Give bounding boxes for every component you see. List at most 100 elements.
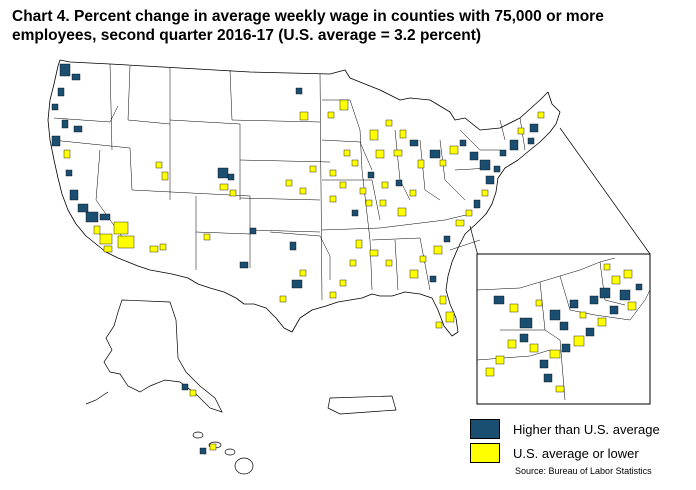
county-above-average	[51, 103, 59, 111]
county-above-average	[529, 123, 539, 133]
county-at-or-below-average	[161, 171, 169, 181]
county-above-average	[459, 139, 467, 147]
county-at-or-below-average	[409, 269, 419, 279]
county-at-or-below-average	[439, 159, 447, 167]
county-at-or-below-average	[339, 99, 349, 111]
county-at-or-below-average	[397, 207, 407, 217]
county-above-average	[589, 295, 599, 305]
county-at-or-below-average	[299, 111, 309, 121]
contiguous-us	[47, 59, 561, 337]
county-above-average	[499, 149, 507, 157]
county-at-or-below-average	[385, 259, 393, 267]
county-at-or-below-average	[149, 245, 159, 253]
source-note: Source: Bureau of Labor Statistics	[515, 466, 652, 476]
legend-swatch-below	[470, 443, 500, 463]
county-at-or-below-average	[339, 279, 347, 287]
county-at-or-below-average	[611, 275, 621, 285]
county-above-average	[509, 139, 519, 151]
county-at-or-below-average	[299, 269, 307, 277]
county-at-or-below-average	[343, 149, 351, 157]
county-at-or-below-average	[63, 149, 71, 159]
county-at-or-below-average	[159, 243, 167, 251]
county-at-or-below-average	[481, 189, 489, 197]
legend-item-above: Higher than U.S. average	[470, 419, 660, 439]
county-above-average	[395, 179, 403, 187]
county-at-or-below-average	[329, 195, 337, 203]
county-above-average	[85, 211, 99, 223]
county-at-or-below-average	[355, 239, 363, 249]
county-above-average	[561, 343, 571, 353]
county-above-average	[295, 87, 303, 95]
county-at-or-below-average	[419, 255, 427, 263]
county-at-or-below-average	[189, 389, 197, 397]
county-at-or-below-average	[573, 335, 585, 347]
county-above-average	[99, 213, 111, 221]
county-at-or-below-average	[409, 189, 417, 197]
county-above-average	[217, 167, 229, 179]
county-at-or-below-average	[329, 169, 337, 177]
county-above-average	[61, 119, 69, 129]
county-at-or-below-average	[433, 245, 443, 255]
county-at-or-below-average	[375, 149, 385, 159]
county-at-or-below-average	[381, 181, 389, 189]
county-at-or-below-average	[99, 233, 113, 245]
county-at-or-below-average	[455, 219, 465, 227]
county-at-or-below-average	[623, 269, 633, 279]
county-above-average	[239, 261, 249, 269]
county-at-or-below-average	[229, 189, 237, 197]
county-above-average	[65, 169, 73, 177]
legend-label-below: U.S. average or lower	[513, 445, 639, 461]
county-at-or-below-average	[369, 249, 379, 257]
county-above-average	[367, 171, 375, 179]
county-at-or-below-average	[155, 161, 163, 169]
county-at-or-below-average	[417, 159, 425, 169]
chart-title: Chart 4. Percent change in average weekl…	[12, 7, 682, 45]
county-at-or-below-average	[359, 187, 367, 195]
county-at-or-below-average	[103, 245, 113, 253]
county-at-or-below-average	[351, 159, 359, 167]
county-above-average	[559, 321, 569, 331]
county-above-average	[51, 135, 61, 147]
county-at-or-below-average	[435, 321, 443, 329]
county-above-average	[539, 359, 549, 369]
county-at-or-below-average	[285, 179, 293, 187]
county-above-average	[77, 203, 89, 213]
county-markers	[51, 63, 643, 455]
county-above-average	[519, 317, 533, 329]
county-at-or-below-average	[117, 235, 135, 249]
legend-swatch-above	[470, 419, 500, 439]
county-at-or-below-average	[309, 165, 317, 173]
legend-item-below: U.S. average or lower	[470, 443, 639, 463]
county-above-average	[73, 125, 83, 133]
county-at-or-below-average	[329, 291, 337, 299]
county-at-or-below-average	[509, 303, 519, 313]
county-at-or-below-average	[517, 127, 525, 135]
county-above-average	[469, 151, 479, 161]
county-at-or-below-average	[555, 385, 565, 393]
county-above-average	[289, 241, 297, 251]
county-at-or-below-average	[627, 301, 637, 311]
county-above-average	[57, 87, 65, 97]
county-at-or-below-average	[537, 111, 545, 119]
county-above-average	[429, 275, 437, 283]
county-at-or-below-average	[535, 299, 543, 307]
county-above-average	[599, 287, 611, 299]
chart-title-line-1: Chart 4. Percent change in average weekl…	[12, 8, 604, 25]
county-at-or-below-average	[349, 259, 357, 267]
county-above-average	[493, 295, 505, 305]
county-at-or-below-average	[203, 233, 211, 241]
county-at-or-below-average	[507, 339, 517, 349]
county-above-average	[569, 299, 579, 309]
county-above-average	[199, 447, 207, 455]
county-above-average	[519, 333, 529, 343]
county-at-or-below-average	[439, 295, 447, 305]
county-at-or-below-average	[365, 199, 373, 207]
county-above-average	[291, 279, 303, 289]
county-above-average	[585, 327, 595, 337]
county-above-average	[635, 283, 643, 291]
county-at-or-below-average	[603, 263, 611, 271]
county-at-or-below-average	[339, 181, 347, 189]
county-at-or-below-average	[529, 343, 539, 353]
county-above-average	[249, 227, 257, 235]
county-at-or-below-average	[445, 311, 455, 323]
